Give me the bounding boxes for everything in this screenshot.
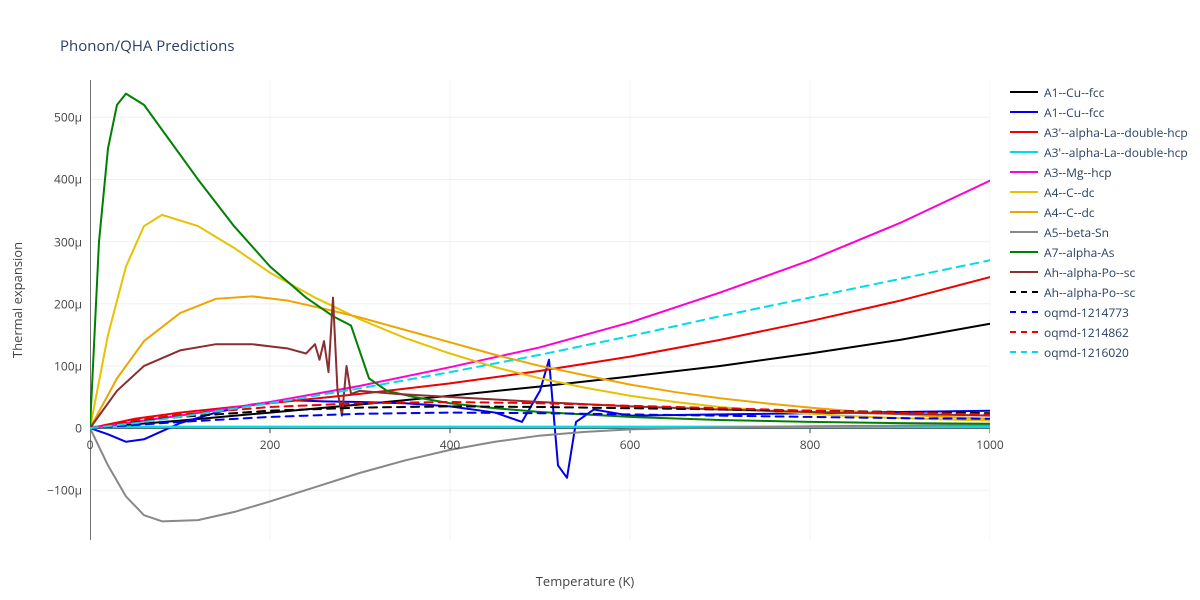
xaxis-tick-label: 600 [620, 436, 641, 453]
legend-item[interactable]: A4--C--dc [1010, 202, 1188, 222]
yaxis-tick-label: −100μ [40, 482, 82, 499]
legend-label: A3'--alpha-La--double-hcp [1044, 144, 1188, 161]
legend-item[interactable]: oqmd-1214862 [1010, 322, 1188, 342]
legend-swatch [1010, 91, 1038, 93]
legend-swatch [1010, 191, 1038, 193]
legend-label: A5--beta-Sn [1044, 224, 1109, 241]
thermal-expansion-chart: Phonon/QHA Predictions Thermal expansion… [0, 0, 1200, 600]
yaxis-tick-label: 100μ [40, 357, 82, 374]
legend-swatch [1010, 331, 1038, 333]
yaxis-title: Thermal expansion [8, 200, 26, 400]
legend-label: oqmd-1214862 [1044, 324, 1129, 341]
legend-swatch [1010, 291, 1038, 293]
legend-label: A1--Cu--fcc [1044, 104, 1104, 121]
yaxis-tick-label: 200μ [40, 295, 82, 312]
yaxis-tick-label: 400μ [40, 171, 82, 188]
legend-swatch [1010, 151, 1038, 153]
legend-item[interactable]: oqmd-1214773 [1010, 302, 1188, 322]
yaxis-tick-label: 300μ [40, 233, 82, 250]
legend-label: A3--Mg--hcp [1044, 164, 1112, 181]
legend-label: A4--C--dc [1044, 204, 1095, 221]
legend-item[interactable]: A1--Cu--fcc [1010, 102, 1188, 122]
legend-swatch [1010, 111, 1038, 113]
legend-label: oqmd-1214773 [1044, 304, 1129, 321]
legend-label: A7--alpha-As [1044, 244, 1114, 261]
legend-swatch [1010, 211, 1038, 213]
legend-label: A1--Cu--fcc [1044, 84, 1104, 101]
legend-item[interactable]: A5--beta-Sn [1010, 222, 1188, 242]
chart-title: Phonon/QHA Predictions [60, 36, 235, 56]
yaxis-tick-label: 0 [40, 420, 82, 437]
legend-label: oqmd-1216020 [1044, 344, 1129, 361]
legend-item[interactable]: A7--alpha-As [1010, 242, 1188, 262]
legend[interactable]: A1--Cu--fcc A1--Cu--fcc A3'--alpha-La--dou… [1010, 82, 1188, 362]
yaxis-tick-label: 500μ [40, 109, 82, 126]
legend-item[interactable]: A3'--alpha-La--double-hcp [1010, 122, 1188, 142]
legend-item[interactable]: A3'--alpha-La--double-hcp [1010, 142, 1188, 162]
legend-swatch [1010, 231, 1038, 233]
xaxis-title: Temperature (K) [0, 572, 1080, 590]
legend-swatch [1010, 131, 1038, 133]
plot-area[interactable] [90, 80, 990, 540]
legend-label: A4--C--dc [1044, 184, 1095, 201]
legend-item[interactable]: A1--Cu--fcc [1010, 82, 1188, 102]
xaxis-tick-label: 400 [440, 436, 461, 453]
legend-item[interactable]: Ah--alpha-Po--sc [1010, 262, 1188, 282]
legend-label: Ah--alpha-Po--sc [1044, 284, 1135, 301]
legend-swatch [1010, 271, 1038, 273]
xaxis-tick-label: 800 [800, 436, 821, 453]
legend-swatch [1010, 251, 1038, 253]
legend-item[interactable]: A3--Mg--hcp [1010, 162, 1188, 182]
legend-swatch [1010, 311, 1038, 313]
legend-label: Ah--alpha-Po--sc [1044, 264, 1135, 281]
xaxis-tick-label: 1000 [976, 436, 1003, 453]
legend-label: A3'--alpha-La--double-hcp [1044, 124, 1188, 141]
xaxis-tick-label: 200 [260, 436, 281, 453]
legend-item[interactable]: A4--C--dc [1010, 182, 1188, 202]
legend-item[interactable]: Ah--alpha-Po--sc [1010, 282, 1188, 302]
legend-swatch [1010, 171, 1038, 173]
xaxis-tick-label: 0 [87, 436, 94, 453]
legend-swatch [1010, 351, 1038, 353]
legend-item[interactable]: oqmd-1216020 [1010, 342, 1188, 362]
